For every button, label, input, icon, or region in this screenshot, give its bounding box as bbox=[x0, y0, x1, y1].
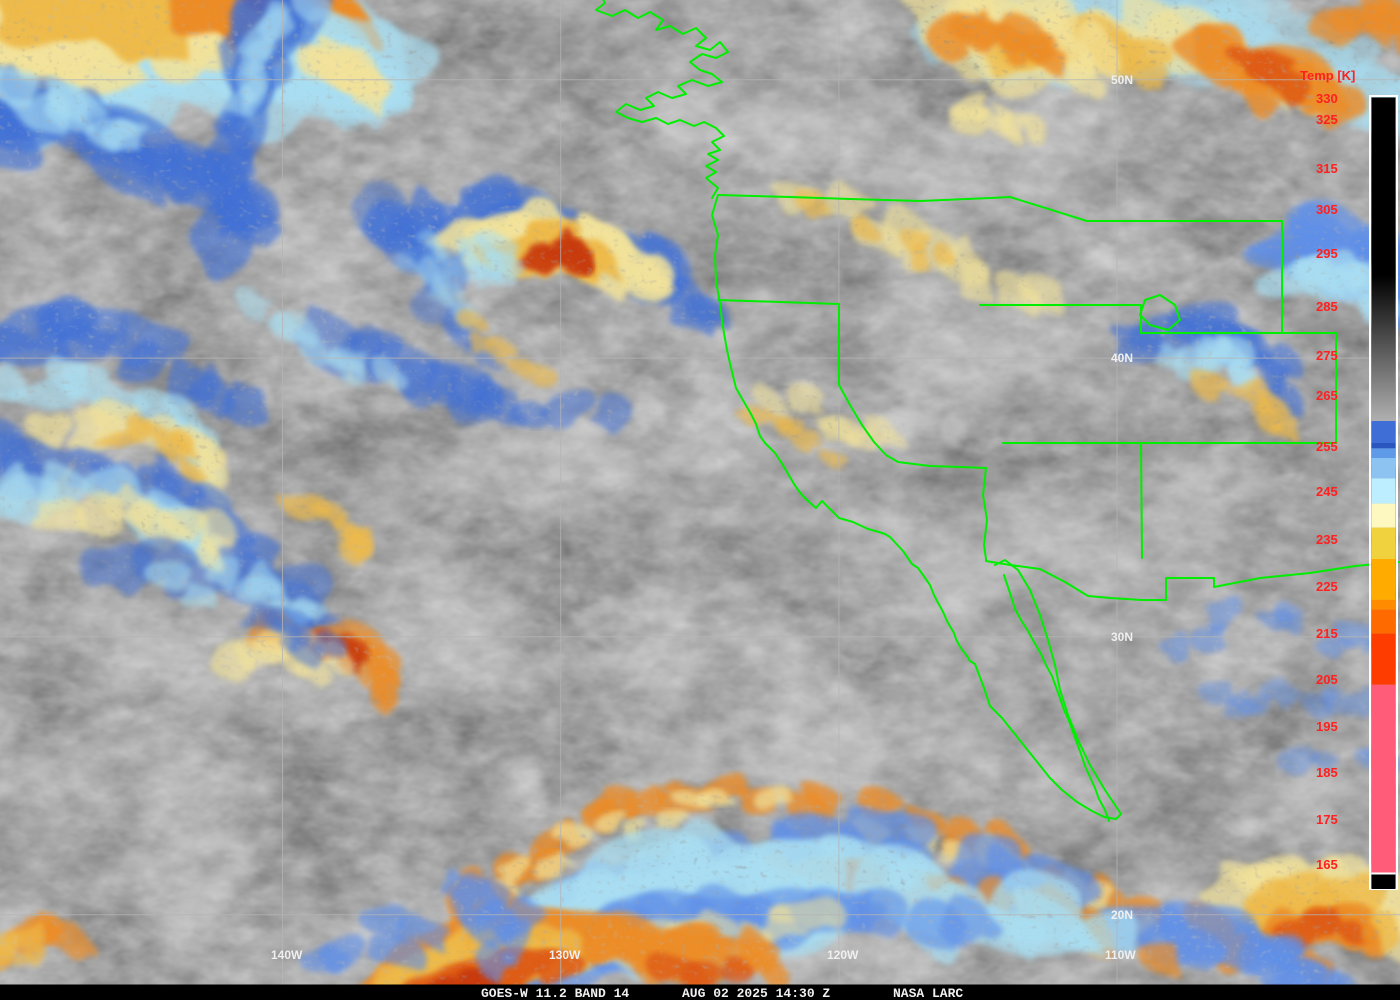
svg-text:40N: 40N bbox=[1111, 351, 1133, 365]
svg-text:330: 330 bbox=[1316, 91, 1338, 106]
svg-text:215: 215 bbox=[1316, 626, 1338, 641]
svg-text:140W: 140W bbox=[271, 948, 303, 962]
svg-text:GOES-W 11.2 BAND 14: GOES-W 11.2 BAND 14 bbox=[481, 986, 629, 1000]
svg-text:20N: 20N bbox=[1111, 908, 1133, 922]
svg-text:255: 255 bbox=[1316, 439, 1338, 454]
svg-text:205: 205 bbox=[1316, 672, 1338, 687]
svg-text:315: 315 bbox=[1316, 161, 1338, 176]
svg-text:175: 175 bbox=[1316, 812, 1338, 827]
svg-text:275: 275 bbox=[1316, 348, 1338, 363]
svg-text:325: 325 bbox=[1316, 112, 1338, 127]
svg-text:285: 285 bbox=[1316, 299, 1338, 314]
svg-text:235: 235 bbox=[1316, 532, 1338, 547]
svg-text:50N: 50N bbox=[1111, 73, 1133, 87]
svg-text:265: 265 bbox=[1316, 388, 1338, 403]
svg-text:305: 305 bbox=[1316, 202, 1338, 217]
svg-text:185: 185 bbox=[1316, 765, 1338, 780]
svg-text:Temp [K]: Temp [K] bbox=[1300, 68, 1355, 83]
svg-text:225: 225 bbox=[1316, 579, 1338, 594]
svg-text:110W: 110W bbox=[1105, 948, 1136, 962]
svg-text:AUG 02 2025 14:30 Z: AUG 02 2025 14:30 Z bbox=[682, 986, 830, 1000]
svg-text:295: 295 bbox=[1316, 246, 1338, 261]
svg-text:195: 195 bbox=[1316, 719, 1338, 734]
svg-text:NASA LARC: NASA LARC bbox=[893, 986, 963, 1000]
svg-text:245: 245 bbox=[1316, 484, 1338, 499]
svg-text:30N: 30N bbox=[1111, 630, 1133, 644]
svg-text:165: 165 bbox=[1316, 857, 1338, 872]
svg-text:130W: 130W bbox=[549, 948, 581, 962]
svg-text:120W: 120W bbox=[827, 948, 859, 962]
